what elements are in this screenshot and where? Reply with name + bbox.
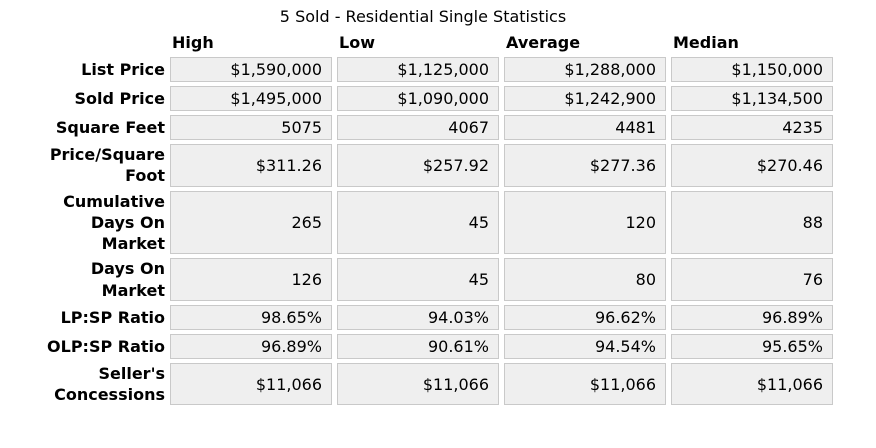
- table-row: Cumulative Days On Market 265 45 120 88: [5, 190, 833, 255]
- stat-cell: $257.92: [337, 144, 499, 187]
- statistics-panel: 5 Sold - Residential Single Statistics H…: [0, 7, 838, 409]
- column-header-average: Average: [506, 33, 581, 52]
- row-label-sold-price: Sold Price: [74, 88, 165, 108]
- stat-cell: $1,288,000: [504, 57, 666, 82]
- stat-cell: 4481: [504, 115, 666, 140]
- table-row: Days On Market 126 45 80 76: [5, 258, 833, 301]
- stat-cell: 96.62%: [504, 304, 666, 330]
- stat-cell: 94.54%: [504, 333, 666, 359]
- stat-cell: $270.46: [671, 144, 833, 187]
- column-header-low: Low: [339, 33, 375, 52]
- stat-cell: $1,590,000: [170, 57, 332, 82]
- table-row: List Price $1,590,000 $1,125,000 $1,288,…: [5, 57, 833, 82]
- table-row: Square Feet 5075 4067 4481 4235: [5, 115, 833, 140]
- stat-cell: 80: [504, 258, 666, 301]
- stat-cell: $11,066: [504, 362, 666, 406]
- stat-cell: 76: [671, 258, 833, 301]
- stat-cell: 98.65%: [170, 304, 332, 330]
- stat-cell: $311.26: [170, 144, 332, 187]
- row-label-list-price: List Price: [81, 59, 165, 79]
- stat-cell: 120: [504, 190, 666, 255]
- stat-cell: 94.03%: [337, 304, 499, 330]
- stat-cell: $1,090,000: [337, 86, 499, 111]
- stat-cell: $277.36: [504, 144, 666, 187]
- stat-cell: $11,066: [170, 362, 332, 406]
- row-label-days-on-market: Days On Market: [90, 259, 165, 300]
- row-label-sellers-concessions: Seller's Concessions: [54, 363, 165, 405]
- stat-cell: $11,066: [337, 362, 499, 406]
- table-row: Sold Price $1,495,000 $1,090,000 $1,242,…: [5, 86, 833, 111]
- stat-cell: 265: [170, 190, 332, 255]
- stat-cell: 90.61%: [337, 333, 499, 359]
- stat-cell: 45: [337, 190, 499, 255]
- stat-cell: 96.89%: [671, 304, 833, 330]
- row-label-square-feet: Square Feet: [55, 117, 165, 137]
- table-row: Price/Square Foot $311.26 $257.92 $277.3…: [5, 144, 833, 187]
- row-label-olp-sp-ratio: OLP:SP Ratio: [47, 336, 165, 356]
- stat-cell: 88: [671, 190, 833, 255]
- stat-cell: 4235: [671, 115, 833, 140]
- stat-cell: $1,134,500: [671, 86, 833, 111]
- stat-cell: $1,150,000: [671, 57, 833, 82]
- stat-cell: 95.65%: [671, 333, 833, 359]
- stat-cell: 96.89%: [170, 333, 332, 359]
- corner-spacer: [5, 33, 165, 53]
- statistics-table: High Low Average Median List Price $1,59…: [0, 29, 838, 409]
- stat-cell: $1,242,900: [504, 86, 666, 111]
- stat-cell: $1,125,000: [337, 57, 499, 82]
- row-label-cumulative-days-on-market: Cumulative Days On Market: [63, 191, 165, 254]
- stat-cell: 5075: [170, 115, 332, 140]
- column-header-median: Median: [673, 33, 739, 52]
- row-label-lp-sp-ratio: LP:SP Ratio: [60, 307, 165, 327]
- stat-cell: 45: [337, 258, 499, 301]
- stat-cell: 126: [170, 258, 332, 301]
- table-row: LP:SP Ratio 98.65% 94.03% 96.62% 96.89%: [5, 304, 833, 330]
- header-row: High Low Average Median: [5, 33, 833, 53]
- stat-cell: 4067: [337, 115, 499, 140]
- stat-cell: $1,495,000: [170, 86, 332, 111]
- table-row: OLP:SP Ratio 96.89% 90.61% 94.54% 95.65%: [5, 333, 833, 359]
- table-title: 5 Sold - Residential Single Statistics: [279, 7, 567, 26]
- stat-cell: $11,066: [671, 362, 833, 406]
- table-row: Seller's Concessions $11,066 $11,066 $11…: [5, 362, 833, 406]
- column-header-high: High: [172, 33, 214, 52]
- row-label-price-per-square-foot: Price/Square Foot: [49, 145, 165, 186]
